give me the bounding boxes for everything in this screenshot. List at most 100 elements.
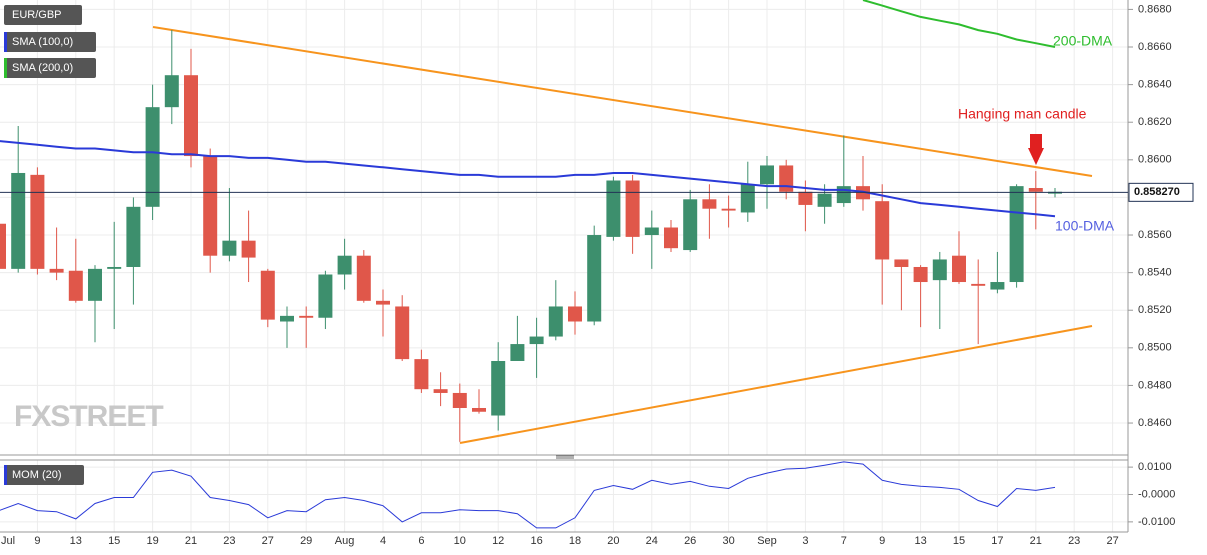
candle-body <box>376 300 390 305</box>
annotation: Hanging man candle <box>958 106 1087 122</box>
marks <box>0 0 1062 529</box>
candle-body <box>145 107 160 207</box>
x-tick-label: 9 <box>879 535 885 547</box>
candle-body <box>932 259 947 281</box>
y-tick-label: -0.0000 <box>1138 488 1175 500</box>
candle-body <box>30 174 45 269</box>
x-tick-label: 4 <box>380 535 386 547</box>
watermark: FXSTREET <box>14 400 163 433</box>
candle-body <box>318 274 333 318</box>
candle-body <box>1009 186 1024 283</box>
x-tick-label: 18 <box>569 535 581 547</box>
candle-body <box>414 359 429 390</box>
x-tick-label: 13 <box>70 535 82 547</box>
legend-box <box>4 5 82 25</box>
candle-body <box>913 266 928 283</box>
candle-body <box>222 240 237 256</box>
legend-box <box>4 58 96 78</box>
x-tick-label: 30 <box>722 535 734 547</box>
x-tick-label: Jul <box>1 535 15 547</box>
y-tick-label: 0.8680 <box>1138 3 1172 15</box>
candle-body <box>606 180 621 237</box>
candle-body <box>510 344 525 361</box>
last-price-box <box>1128 182 1194 202</box>
candle-body <box>721 208 736 211</box>
last-price-label: 0.858270 <box>1134 186 1180 198</box>
x-tick-label: 27 <box>1106 535 1118 547</box>
candle-body <box>836 186 851 204</box>
y-tick-label: 0.8560 <box>1138 229 1172 241</box>
legend-box <box>4 465 84 485</box>
legend-entry: SMA (100,0) <box>12 36 73 48</box>
candle-body <box>644 227 659 236</box>
x-tick-label: 6 <box>418 535 424 547</box>
y-tick-label: 0.0100 <box>1138 461 1172 473</box>
candle-body <box>49 268 64 273</box>
y-tick-label: 0.8620 <box>1138 116 1172 128</box>
candle-body <box>779 165 794 192</box>
candle-body <box>88 268 102 301</box>
candle-body <box>299 315 314 318</box>
x-tick-label: 29 <box>300 535 312 547</box>
x-tick-label: 10 <box>454 535 466 547</box>
candle-body <box>1028 188 1043 192</box>
y-tick-label: 0.8480 <box>1138 379 1172 391</box>
candle-body <box>817 193 832 207</box>
x-tick-label: 27 <box>262 535 274 547</box>
resistance-trendline <box>152 26 1093 177</box>
moving-average <box>862 0 1056 48</box>
x-tick-label: 9 <box>34 535 40 547</box>
candle-body <box>894 259 909 267</box>
candle-body <box>107 266 122 269</box>
y-tick-label: 0.8540 <box>1138 267 1172 279</box>
x-tick-label: 15 <box>953 535 965 547</box>
y-tick-label: 0.8460 <box>1138 417 1172 429</box>
candle-body <box>280 315 294 322</box>
x-tick-label: 13 <box>914 535 926 547</box>
candle-body <box>798 191 813 205</box>
candle-body <box>203 156 218 256</box>
candle-body <box>568 306 582 322</box>
legend-swatch <box>4 58 7 78</box>
candle-body <box>587 235 602 322</box>
candle-body <box>126 206 141 267</box>
y-tick-label: 0.8600 <box>1138 154 1172 166</box>
candle-body <box>760 165 774 185</box>
annotation: 100-DMA <box>1055 218 1115 234</box>
candle-body <box>452 392 467 408</box>
x-tick-label: 15 <box>108 535 120 547</box>
candle-body <box>395 306 410 360</box>
candle-body <box>548 306 563 337</box>
candle-body <box>241 240 256 258</box>
candle-body <box>529 336 544 345</box>
y-tick-label: 0.8500 <box>1138 342 1172 354</box>
candle-body <box>337 255 352 275</box>
candle-body <box>356 255 371 301</box>
candle-body <box>260 270 275 320</box>
candle-body <box>491 360 506 416</box>
candle-body <box>164 75 179 108</box>
candle-body <box>0 223 6 269</box>
legend-box <box>4 32 96 52</box>
x-tick-label: 23 <box>1068 535 1080 547</box>
candle-body <box>11 172 26 269</box>
legend-entry: SMA (200,0) <box>12 62 73 74</box>
legend-swatch <box>4 32 7 52</box>
y-tick-label: -0.0100 <box>1138 516 1175 528</box>
arrow-shaft <box>1030 134 1042 149</box>
candle-body <box>472 407 486 412</box>
moving-average <box>0 140 1056 218</box>
legend-swatch <box>4 465 7 485</box>
momentum-line <box>0 461 1056 529</box>
grid <box>0 0 1128 532</box>
candle-body <box>971 283 986 286</box>
x-tick-label: 19 <box>146 535 158 547</box>
x-tick-label: 24 <box>646 535 658 547</box>
x-tick-label: 20 <box>607 535 619 547</box>
x-tick-label: Sep <box>757 535 777 547</box>
candle-body <box>683 199 698 251</box>
x-tick-label: 21 <box>185 535 197 547</box>
x-tick-label: 26 <box>684 535 696 547</box>
y-tick-label: 0.8660 <box>1138 41 1172 53</box>
